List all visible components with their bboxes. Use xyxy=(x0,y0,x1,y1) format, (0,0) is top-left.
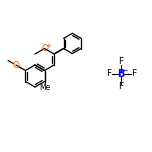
Text: F: F xyxy=(131,69,136,78)
Text: O: O xyxy=(41,44,48,53)
Text: O: O xyxy=(12,60,19,69)
Text: Me: Me xyxy=(39,83,50,92)
Text: +: + xyxy=(45,43,51,49)
Text: −: − xyxy=(121,66,128,75)
Text: B: B xyxy=(117,69,125,79)
Text: F: F xyxy=(106,69,111,78)
Text: F: F xyxy=(118,57,124,66)
Text: F: F xyxy=(118,82,124,91)
